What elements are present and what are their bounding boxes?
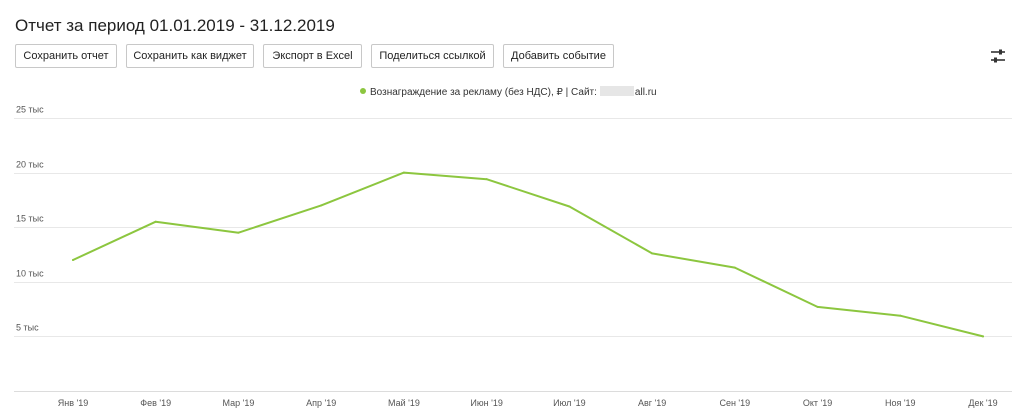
x-tick-label: Июн '19 xyxy=(470,398,502,408)
series-line xyxy=(72,171,984,338)
data-point xyxy=(733,266,736,269)
data-point xyxy=(651,252,654,255)
x-tick-label: Май '19 xyxy=(388,398,420,408)
sliders-icon[interactable] xyxy=(990,48,1006,64)
masked-site-name xyxy=(599,86,634,96)
legend-marker xyxy=(360,88,366,94)
y-tick-label: 15 тыс xyxy=(16,214,44,224)
data-point xyxy=(899,314,902,317)
save-report-button[interactable]: Сохранить отчет xyxy=(15,44,117,68)
chart-legend[interactable]: Вознаграждение за рекламу (без НДС), ₽ |… xyxy=(360,86,657,100)
legend-label: Вознаграждение за рекламу (без НДС), ₽ |… xyxy=(370,87,597,98)
x-tick-label: Мар '19 xyxy=(223,398,255,408)
legend-site-suffix: all.ru xyxy=(634,87,657,98)
data-point xyxy=(320,204,323,207)
save-as-widget-button[interactable]: Сохранить как виджет xyxy=(126,44,254,68)
toolbar: Сохранить отчет Сохранить как виджет Экс… xyxy=(15,44,1018,68)
y-tick-label: 25 тыс xyxy=(16,105,44,115)
x-tick-label: Апр '19 xyxy=(306,398,336,408)
x-tick-label: Янв '19 xyxy=(58,398,88,408)
x-tick-label: Сен '19 xyxy=(719,398,750,408)
x-tick-label: Ноя '19 xyxy=(885,398,916,408)
data-point xyxy=(568,205,571,208)
page-title: Отчет за период 01.01.2019 - 31.12.2019 xyxy=(15,16,335,35)
data-point xyxy=(237,231,240,234)
y-tick-label: 10 тыс xyxy=(16,269,44,279)
share-link-button[interactable]: Поделиться ссылкой xyxy=(371,44,494,68)
x-tick-label: Окт '19 xyxy=(803,398,832,408)
y-tick-label: 5 тыс xyxy=(16,323,39,333)
x-tick-label: Июл '19 xyxy=(553,398,586,408)
data-point xyxy=(402,171,405,174)
data-point xyxy=(982,335,984,338)
export-excel-button[interactable]: Экспорт в Excel xyxy=(263,44,362,68)
x-tick-label: Авг '19 xyxy=(638,398,666,408)
data-point xyxy=(154,220,157,223)
add-event-button[interactable]: Добавить событие xyxy=(503,44,614,68)
data-point xyxy=(816,305,819,308)
x-tick-label: Фев '19 xyxy=(140,398,171,408)
y-tick-label: 20 тыс xyxy=(16,160,44,170)
data-point xyxy=(485,178,488,181)
x-tick-label: Дек '19 xyxy=(968,398,997,408)
data-point xyxy=(72,258,74,261)
